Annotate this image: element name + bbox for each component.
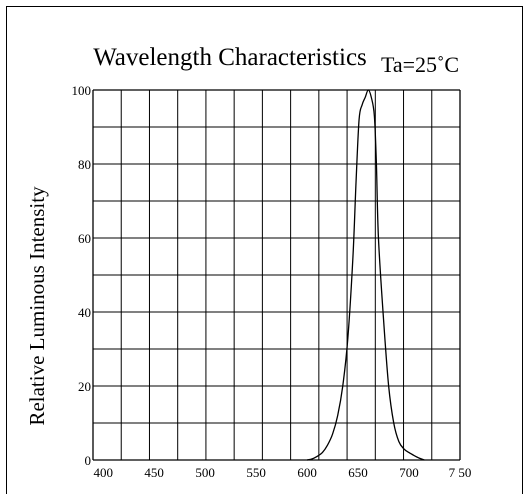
y-tick-label: 80 [78,157,91,172]
y-tick-label: 60 [78,231,91,246]
x-tick-label: 7 50 [449,465,472,480]
x-tick-label: 500 [195,465,215,480]
series-line-0 [306,89,425,461]
x-tick-label: 550 [246,465,266,480]
series-group [306,89,425,461]
x-tick-label: 400 [93,465,113,480]
x-tick-label: 450 [144,465,164,480]
x-tick-label: 600 [297,465,317,480]
chart-title: Wavelength Characteristics [93,44,367,71]
x-tick-label: 700 [399,465,419,480]
y-tick-label: 20 [78,379,91,394]
grid [92,89,461,461]
chart-frame [6,6,523,494]
tick-labels: 400 450 500 550 600 650 700 7 50 0 20 40 60 80 100 [72,83,472,480]
y-tick-label: 0 [85,453,92,468]
y-tick-label: 100 [72,83,92,98]
x-tick-label: 650 [348,465,368,480]
y-tick-label: 40 [78,305,91,320]
chart-subtitle: Ta=25˚C [381,52,459,77]
y-axis-label: Relative Luminous Intensity [25,186,49,426]
